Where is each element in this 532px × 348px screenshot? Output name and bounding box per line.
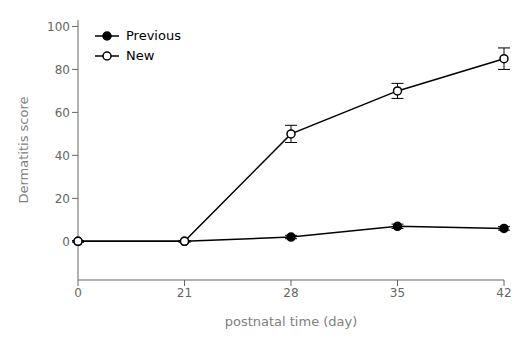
svg-text:80: 80: [55, 63, 70, 77]
svg-text:21: 21: [177, 286, 192, 300]
svg-text:40: 40: [55, 149, 70, 163]
svg-text:28: 28: [283, 286, 298, 300]
svg-text:0: 0: [74, 286, 82, 300]
svg-text:Dermatitis score: Dermatitis score: [16, 96, 31, 203]
svg-text:0: 0: [62, 235, 70, 249]
svg-text:20: 20: [55, 192, 70, 206]
html-text:New: New: [126, 48, 155, 63]
html-text:Previous: Previous: [126, 28, 181, 43]
svg-text:60: 60: [55, 106, 70, 120]
svg-text:postnatal time (day): postnatal time (day): [225, 314, 358, 329]
svg-text:100: 100: [47, 20, 70, 34]
svg-text:35: 35: [390, 286, 405, 300]
svg-text:42: 42: [496, 286, 511, 300]
